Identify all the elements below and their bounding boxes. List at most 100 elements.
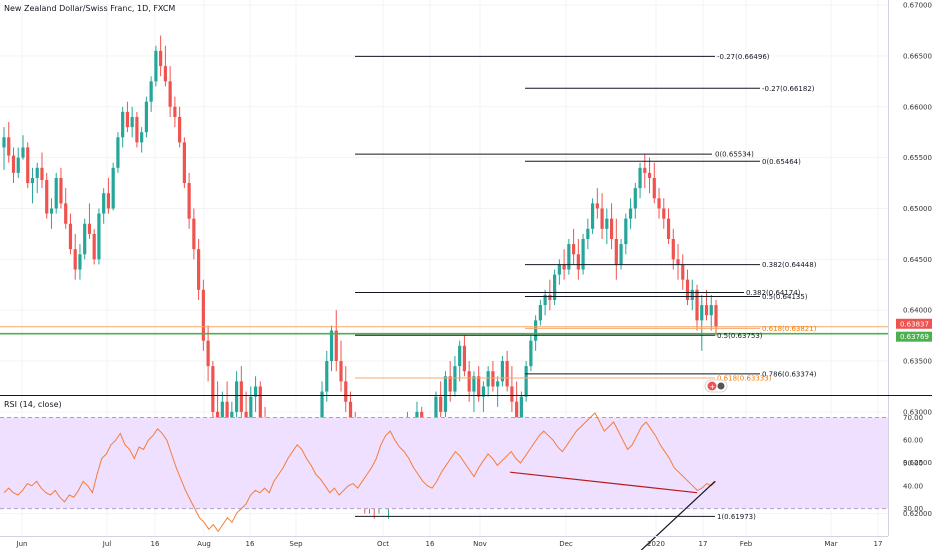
candle	[68, 213, 73, 255]
candle-body	[609, 218, 614, 239]
candle-body	[159, 50, 163, 67]
candle-body	[211, 366, 215, 412]
candle	[253, 376, 258, 412]
fib-level-label: 0.786(0.63374)	[762, 370, 817, 378]
candle-body	[178, 116, 182, 143]
candle	[149, 76, 153, 112]
time-tick-label: 16	[151, 540, 160, 548]
candle	[116, 132, 120, 173]
candle-body	[652, 177, 656, 199]
candle-body	[614, 238, 618, 265]
price-tick-label: 0.65500	[903, 154, 932, 162]
price-tag-label: 0.63769	[900, 333, 929, 341]
time-tick-label: 17	[874, 540, 883, 548]
candle-body	[590, 203, 595, 229]
candle	[581, 233, 585, 275]
fib-level-label: 0(0.65464)	[762, 158, 801, 166]
candle	[140, 127, 144, 153]
candle-body	[486, 371, 490, 387]
candle	[344, 366, 348, 412]
candle	[576, 238, 580, 280]
candle-body	[116, 137, 120, 168]
candle-body	[453, 366, 457, 392]
fib-level-label: 0.382(0.64448)	[762, 261, 817, 269]
floating-widget[interactable]: +	[704, 379, 728, 393]
candle	[87, 203, 92, 239]
candle-body	[477, 376, 481, 397]
candle	[605, 208, 609, 245]
candle-body	[35, 167, 39, 178]
chart-widget[interactable]: +	[704, 379, 728, 393]
candle-body	[87, 223, 92, 234]
candle-body	[78, 254, 82, 270]
candle-body	[187, 183, 191, 219]
candle	[647, 157, 652, 194]
candle	[652, 162, 656, 204]
candle-body	[704, 305, 709, 316]
candle	[695, 284, 699, 331]
candle-body	[11, 155, 16, 173]
trend-line-divergence	[509, 471, 698, 494]
candle-body	[553, 274, 557, 301]
candle	[97, 208, 101, 265]
candle	[187, 172, 191, 229]
candle-body	[344, 381, 348, 402]
candle-body	[496, 381, 500, 387]
candle-body	[448, 376, 452, 392]
candle-body	[458, 345, 462, 367]
candle	[510, 366, 514, 412]
candle-body	[21, 147, 25, 158]
candle-body	[140, 132, 144, 143]
candle-body	[586, 228, 590, 239]
candle-body	[666, 218, 671, 239]
candle	[590, 198, 595, 234]
time-tick-label: 17	[699, 540, 708, 548]
candle	[553, 269, 557, 306]
candle	[481, 381, 486, 412]
candle-body	[700, 305, 704, 321]
candle	[600, 193, 604, 239]
candle	[662, 198, 666, 229]
candle-body	[690, 289, 694, 301]
time-tick-label: Oct	[377, 540, 389, 548]
candle-body	[624, 218, 628, 245]
candle	[159, 35, 163, 77]
candle	[491, 361, 495, 392]
candle-body	[320, 391, 324, 433]
fib-level-label: -0.27(0.66182)	[762, 85, 815, 93]
candle	[666, 208, 671, 245]
time-tick-label: Sep	[289, 540, 303, 548]
chart-title: New Zealand Dollar/Swiss Franc, 1D, FXCM	[4, 4, 176, 13]
candle	[121, 106, 125, 148]
price-tag-bg	[896, 318, 932, 329]
candle	[548, 279, 552, 311]
candle	[714, 300, 718, 336]
candle	[239, 366, 243, 423]
candle	[329, 325, 334, 372]
candle-body	[628, 208, 633, 219]
candle-body	[92, 233, 96, 260]
candle-body	[543, 294, 547, 306]
candle-body	[163, 66, 167, 82]
time-tick-label: 16	[246, 540, 255, 548]
candle-body	[605, 218, 609, 229]
candle	[609, 203, 614, 250]
candle-body	[339, 361, 343, 382]
price-tick-label: 0.65000	[903, 205, 932, 213]
candle	[30, 167, 35, 204]
candle-body	[548, 294, 552, 301]
candle	[197, 238, 201, 301]
price-tick-label: 0.66000	[903, 103, 932, 111]
fib-level-label: 0.5(0.64135)	[762, 293, 808, 301]
candle-body	[16, 157, 20, 173]
candle-body	[325, 361, 329, 392]
time-tick-label: 2020	[647, 540, 665, 548]
candle	[45, 172, 49, 219]
candle	[16, 147, 20, 178]
candle-body	[192, 218, 196, 250]
candle-body	[329, 330, 334, 362]
candle	[59, 167, 63, 209]
candle	[168, 66, 172, 117]
candle	[676, 244, 680, 280]
candle	[111, 162, 115, 211]
